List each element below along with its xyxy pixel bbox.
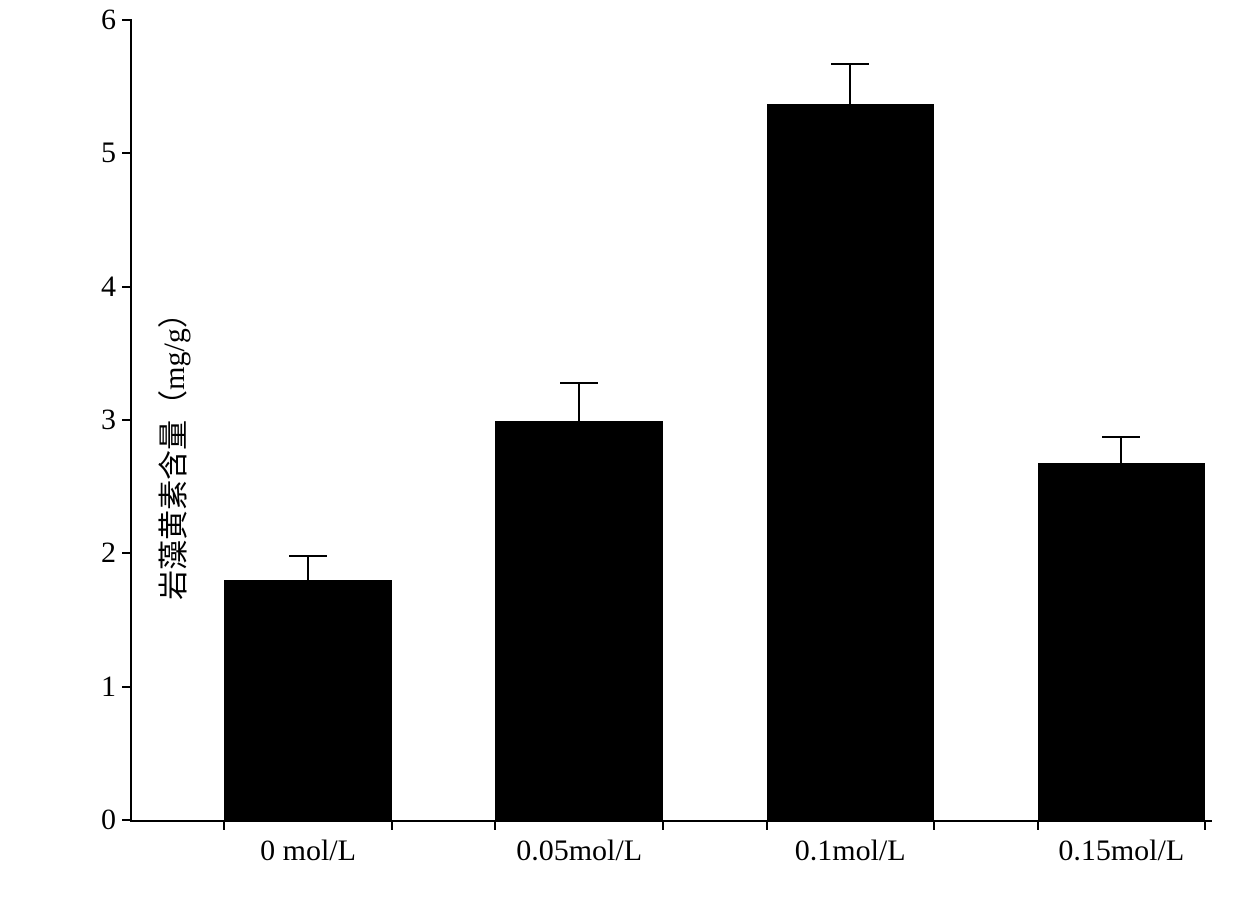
bar [767,104,934,820]
y-tick-label: 1 [101,670,132,704]
x-tick-label: 0.1mol/L [795,820,906,868]
x-tick [933,820,935,830]
error-bar-cap [289,555,327,557]
chart-container: 岩藻黄素含量（mg/g） 01234560 mol/L0.05mol/L0.1m… [0,0,1240,897]
x-tick [223,820,225,830]
x-tick-label: 0.15mol/L [1058,820,1184,868]
x-tick [766,820,768,830]
x-tick [662,820,664,830]
bar [1038,463,1205,820]
error-bar [849,64,851,104]
y-tick-label: 3 [101,403,132,437]
y-tick-label: 6 [101,3,132,37]
x-tick [391,820,393,830]
error-bar [1120,437,1122,462]
bar [495,421,662,820]
y-tick-label: 4 [101,270,132,304]
error-bar-cap [1102,436,1140,438]
y-tick-label: 5 [101,136,132,170]
x-tick [494,820,496,830]
x-tick-label: 0 mol/L [260,820,356,868]
y-tick-label: 0 [101,803,132,837]
error-bar-cap [831,63,869,65]
x-tick-label: 0.05mol/L [516,820,642,868]
x-tick [1204,820,1206,830]
error-bar [307,556,309,580]
error-bar [578,383,580,422]
error-bar-cap [560,382,598,384]
bar [224,580,391,820]
y-tick-label: 2 [101,536,132,570]
x-tick [1037,820,1039,830]
plot-area: 01234560 mol/L0.05mol/L0.1mol/L0.15mol/L [130,20,1212,822]
